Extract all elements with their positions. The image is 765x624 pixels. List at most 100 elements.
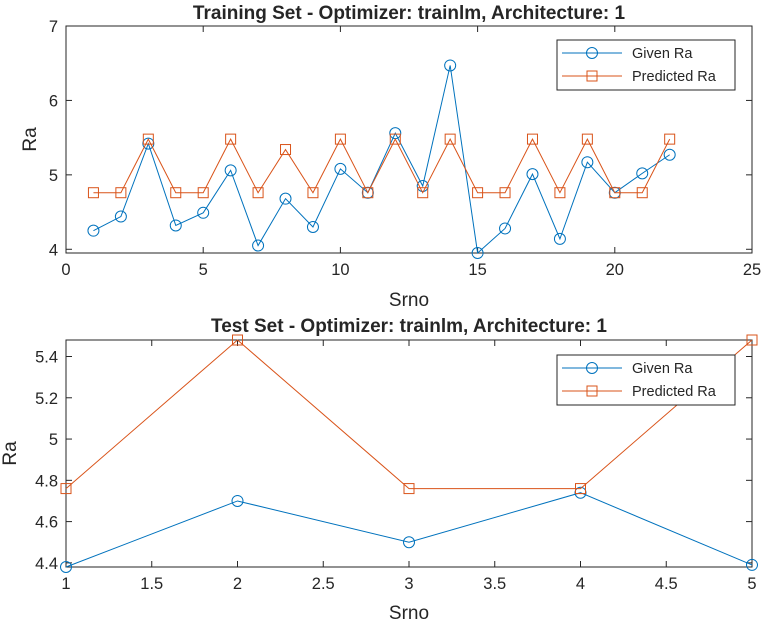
legend: Given Ra Predicted Ra xyxy=(556,354,736,406)
data-point-1 xyxy=(306,220,319,233)
legend-marker-1 xyxy=(586,47,598,59)
data-point-2 xyxy=(664,133,676,145)
x-tick-label: 4 xyxy=(576,575,585,593)
x-tick-label: 2 xyxy=(233,575,242,593)
data-point-2 xyxy=(417,187,429,199)
x-tick-label: 10 xyxy=(331,261,349,279)
x-tick-label: 15 xyxy=(468,261,486,279)
series-line-1 xyxy=(93,65,670,254)
legend-marker-2 xyxy=(586,385,598,397)
x-tick-label: 25 xyxy=(743,261,761,279)
legend: Given Ra Predicted Ra xyxy=(556,39,736,91)
x-tick-label: 0 xyxy=(61,261,70,279)
data-point-1 xyxy=(197,206,210,219)
data-point-2 xyxy=(170,187,182,199)
data-point-2 xyxy=(232,334,243,346)
legend-marker-1 xyxy=(586,362,598,374)
legend-label-1: Given Ra xyxy=(632,361,693,377)
y-tick-label: 7 xyxy=(49,18,58,36)
data-point-2 xyxy=(526,133,538,145)
data-point-1 xyxy=(87,224,100,237)
data-point-1 xyxy=(169,219,182,232)
chart-1: Training Set - Optimizer: trainlm, Archi… xyxy=(20,3,761,311)
data-point-2 xyxy=(225,133,237,145)
data-point-2 xyxy=(636,187,648,199)
data-point-2 xyxy=(60,483,72,495)
data-point-2 xyxy=(403,483,415,495)
x-tick-label: 20 xyxy=(606,261,624,279)
y-tick-label: 5 xyxy=(49,431,58,449)
y-tick-label: 6 xyxy=(49,92,58,110)
y-tick-label: 4.8 xyxy=(35,472,58,490)
data-point-1 xyxy=(526,168,539,181)
chart-title: Test Set - Optimizer: trainlm, Architect… xyxy=(211,316,607,337)
data-point-2 xyxy=(389,133,401,145)
data-point-2 xyxy=(307,187,319,199)
data-point-1 xyxy=(224,164,237,177)
x-tick-label: 2.5 xyxy=(312,575,335,593)
y-tick-label: 5.4 xyxy=(35,349,58,367)
legend-box xyxy=(556,354,736,406)
x-tick-label: 5 xyxy=(199,261,208,279)
legend-label-2: Predicted Ra xyxy=(632,69,717,85)
data-point-2 xyxy=(197,187,209,199)
y-tick-label: 4.4 xyxy=(35,555,58,573)
data-point-1 xyxy=(471,247,484,259)
chart-title: Training Set - Optimizer: trainlm, Archi… xyxy=(193,3,626,24)
series-line-2 xyxy=(93,138,671,194)
data-point-2 xyxy=(554,187,566,199)
y-tick-label: 4.6 xyxy=(35,514,58,532)
x-tick-label: 1.5 xyxy=(140,575,163,593)
data-point-1 xyxy=(444,59,457,72)
x-axis-label: Srno xyxy=(389,290,429,311)
data-point-2 xyxy=(115,187,127,199)
plot-area xyxy=(87,59,676,259)
legend-label-2: Predicted Ra xyxy=(632,384,717,400)
x-tick-label: 4.5 xyxy=(655,575,678,593)
data-point-1 xyxy=(334,162,347,175)
series-line-1 xyxy=(65,492,753,568)
data-point-2 xyxy=(581,133,593,145)
legend-marker-2 xyxy=(586,70,598,82)
data-point-2 xyxy=(444,133,456,145)
x-tick-label: 3 xyxy=(404,575,413,593)
chart-2: Test Set - Optimizer: trainlm, Architect… xyxy=(0,316,758,624)
data-point-1 xyxy=(416,180,429,193)
x-tick-label: 3.5 xyxy=(483,575,506,593)
x-axis-label: Srno xyxy=(389,603,429,624)
legend-box xyxy=(556,39,736,91)
x-tick-label: 1 xyxy=(61,575,70,593)
data-point-1 xyxy=(581,156,594,169)
data-point-2 xyxy=(499,187,511,199)
data-point-2 xyxy=(609,187,621,199)
y-tick-label: 5 xyxy=(49,167,58,185)
x-tick-label: 5 xyxy=(747,575,756,593)
data-point-1 xyxy=(636,167,649,180)
data-point-1 xyxy=(60,561,72,573)
data-point-1 xyxy=(114,210,127,223)
data-point-1 xyxy=(279,192,292,205)
data-point-1 xyxy=(663,148,676,161)
data-point-2 xyxy=(280,144,292,156)
y-axis-label: Ra xyxy=(0,441,21,466)
y-axis-label: Ra xyxy=(20,127,41,152)
data-point-2 xyxy=(142,133,154,145)
series-line-2 xyxy=(65,339,753,490)
data-point-1 xyxy=(231,494,244,507)
axes-box xyxy=(65,25,753,254)
data-point-1 xyxy=(499,222,512,235)
y-tick-label: 5.2 xyxy=(35,390,58,408)
data-point-1 xyxy=(403,536,415,549)
legend-label-1: Given Ra xyxy=(632,46,693,62)
data-point-2 xyxy=(575,483,586,495)
data-point-2 xyxy=(746,334,758,346)
data-point-1 xyxy=(746,558,758,571)
y-tick-label: 4 xyxy=(49,241,58,259)
data-point-2 xyxy=(472,187,484,199)
data-point-2 xyxy=(334,133,346,145)
data-point-2 xyxy=(252,187,264,199)
plot-area xyxy=(60,334,758,573)
data-point-1 xyxy=(252,239,265,252)
data-point-2 xyxy=(87,187,99,199)
